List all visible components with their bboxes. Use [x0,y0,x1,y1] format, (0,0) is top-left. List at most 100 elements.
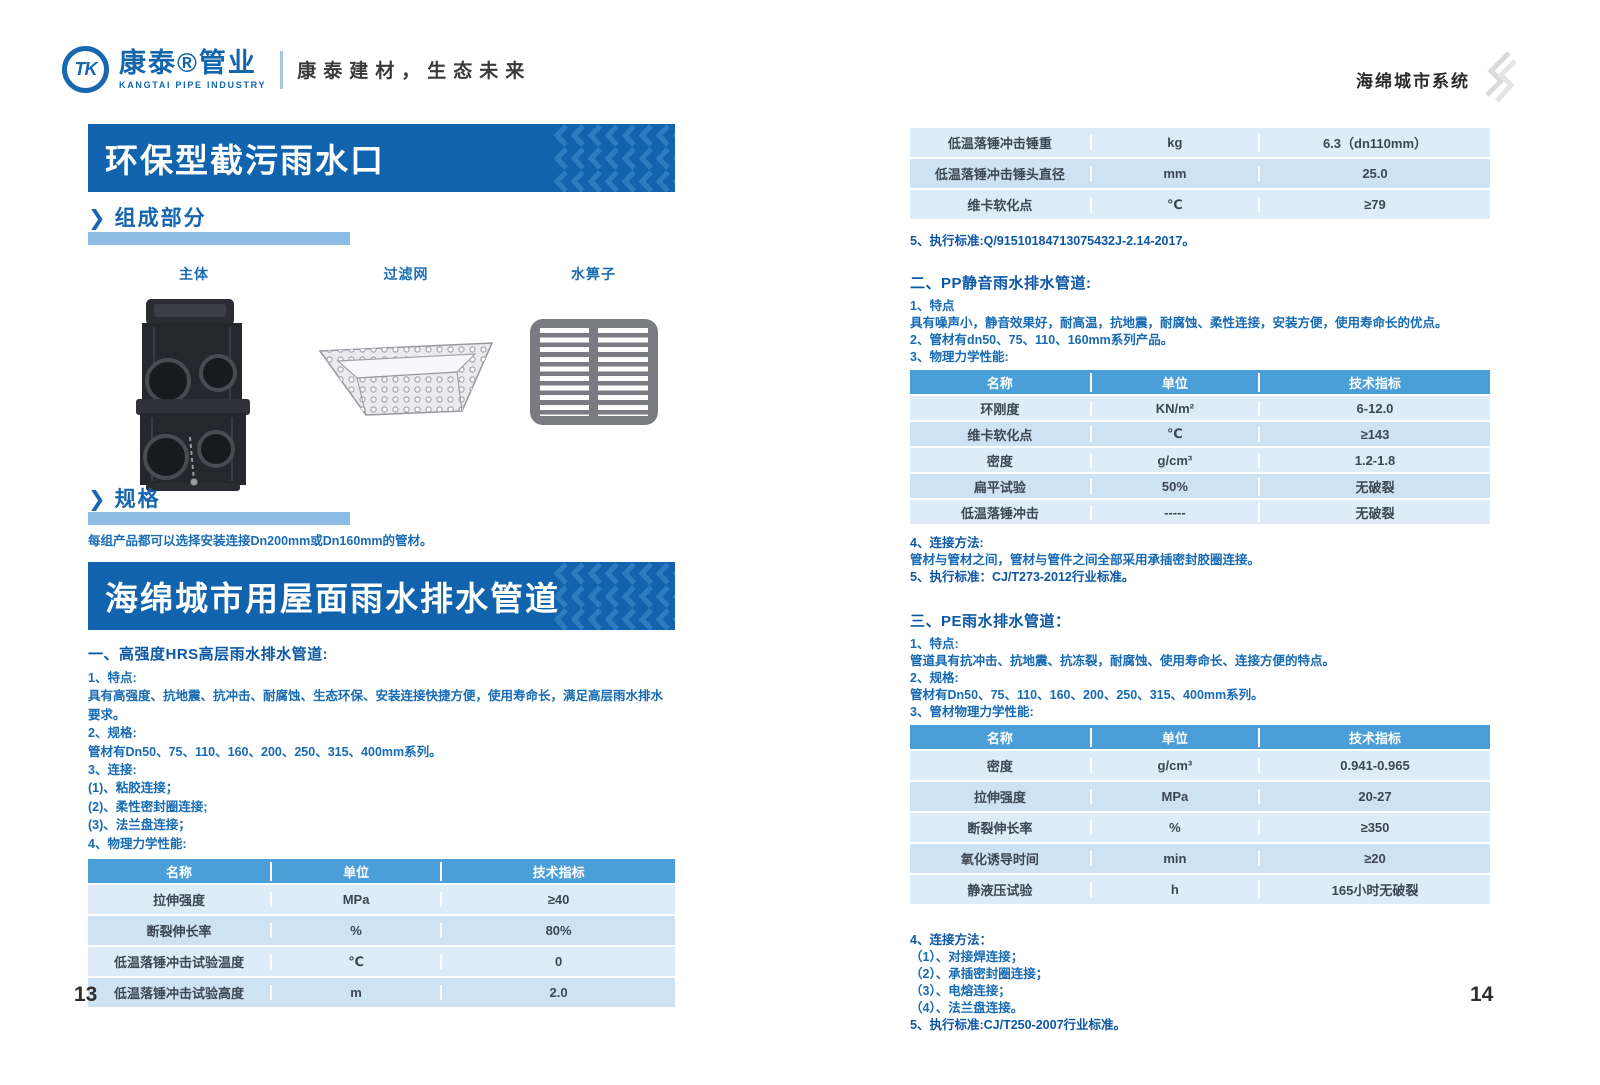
column-header: 单位 [1089,372,1258,392]
text-line: （1）、对接焊连接； [910,950,1024,964]
table-cell: 氧化诱导时间 [960,852,1039,867]
page-header-left: TK 康泰®管业 KANGTAI PIPE INDUSTRY 康泰建材，生态未来 [62,46,531,93]
table-cell: 无破裂 [1257,502,1490,522]
table-cell: ℃ [1089,426,1258,442]
text-line: 管材与管材之间，管材与管件之间全部采用承插密封胶圈连接。 [910,553,1261,567]
banner-title: 海绵城市用屋面雨水排水管道 [105,580,560,617]
heading-underline-bar [88,232,350,245]
table-cell: MPa [269,892,440,908]
table-header-row: 名称 单位 技术指标 [88,859,675,886]
component-label: 过滤网 [383,266,429,282]
table-cell: MPa [1089,789,1258,804]
section-text-lines: 4、连接方法: 管材与管材之间，管材与管件之间全部采用承插密封胶圈连接。 5、执行标… [910,535,1490,586]
table-row: 低温落锤冲击试验高度 m 2.0 [88,978,675,1010]
table-cell: 80% [440,923,675,939]
table-cell: 拉伸强度 [152,893,205,909]
text-line: 2、规格: [910,671,959,685]
text-line: 4、连接方法： [910,933,992,947]
table-cell: 低温落锤冲击锤头直径 [934,167,1065,182]
text-line: 3、管材物理力学性能: [910,705,1034,719]
text-line: 3、连接: [88,763,137,778]
heading-underline-bar [88,512,350,525]
table-row: 环刚度 KN/m² 6-12.0 [910,396,1490,422]
brand-tagline: 康泰建材，生态未来 [297,61,532,82]
table-cell: ≥20 [1257,851,1490,866]
table-cell: kg [1089,135,1258,150]
chevron-icon: ❯ [88,488,106,511]
text-line: 5、执行标准:CJ/T250-2007行业标准。 [910,1018,1127,1032]
component-label: 水箅子 [571,266,616,282]
pe-properties-table: 名称 单位 技术指标 密度 g/cm³ 0.941-0.965 拉伸强度 MPa 20-27 断裂… [910,725,1490,906]
table-cell: 165小时无破裂 [1257,880,1490,899]
section-title: 三、PE雨水排水管道： [910,613,1071,630]
table-cell: 2.0 [440,985,675,1001]
header-divider [280,50,284,89]
table-cell: 0 [440,954,675,970]
banner-sponge-city-pipes: 海绵城市用屋面雨水排水管道 [88,562,675,630]
text-line: 4、连接方法: [910,536,984,550]
table-cell: ≥79 [1257,197,1490,212]
section-text-lines: 1、特点 具有噪声小，静音效果好，耐高温，抗地震，耐腐蚀、柔性连接，安装方便，使用… [910,298,1490,366]
header-right-label: 海绵城市系统 [1356,71,1470,91]
table-row: 断裂伸长率% ≥350 [910,813,1490,844]
column-header: 名称 [165,864,192,880]
table-row: 拉伸强度 MPa 20-27 [910,782,1490,813]
table-cell: mm [1089,166,1258,181]
table-cell: 20-27 [1257,789,1490,804]
table-row: 断裂伸长率% 80% [88,916,675,948]
hrs-properties-table-continued: 低温落锤冲击锤重 kg 6.3（dn110mm） 低温落锤冲击锤头直径 mm 25.0 维卡… [910,128,1490,221]
page-number-right: 14 [1470,983,1494,1006]
table-cell: 6-12.0 [1257,400,1490,416]
table-row: 拉伸强度 MPa ≥40 [88,885,675,917]
standard-note: 5、执行标准:Q/91510184713075432J-2.14-2017。 [910,234,1195,248]
water-grate-image [529,319,658,425]
section-title: 一、高强度HRS高层雨水排水管道: [88,646,329,663]
column-header: 单位 [269,861,440,881]
component-filter-net: 过滤网 [300,264,512,493]
table-cell: g/cm³ [1089,758,1258,773]
table-cell: 维卡软化点 [967,198,1033,213]
column-header: 名称 [986,375,1013,391]
table-row: 低温落锤冲击锤头直径 mm 25.0 [910,159,1490,190]
right-page-column: 低温落锤冲击锤重 kg 6.3（dn110mm） 低温落锤冲击锤头直径 mm 25.0 维卡… [910,128,1490,1034]
table-cell: 1.2-1.8 [1257,452,1490,468]
table-cell: 低温落锤冲击试验温度 [113,955,244,971]
table-cell: % [1089,820,1258,835]
text-line: 1、特点 [910,299,955,313]
grate-slots-column [539,328,589,416]
section-text-lines: 1、特点: 具有高强度、抗地震、抗冲击、耐腐蚀、生态环保、安装连接快捷方便，使用寿… [88,669,675,853]
table-cell: 静液压试验 [967,883,1033,898]
table-cell: 扁平试验 [973,479,1026,495]
table-row: 密度 g/cm³ 1.2-1.8 [910,448,1490,474]
main-body-image [136,299,250,491]
grate-slots-column [598,328,648,416]
table-cell: ≥40 [440,892,675,908]
chevron-icon: ❯ [88,207,106,230]
text-line: 5、执行标准：CJ/T273-2012行业标准。 [910,570,1135,584]
table-cell: KN/m² [1089,400,1258,416]
table-cell: ℃ [1089,196,1258,213]
table-cell: 拉伸强度 [973,790,1026,805]
brand-name: 康泰®管业 [119,47,257,78]
table-cell: 密度 [986,453,1013,469]
table-cell: 25.0 [1257,166,1490,181]
components-heading: ❯ 组成部分 [88,202,207,232]
table-row: 氧化诱导时间 min ≥20 [910,844,1490,875]
text-line: (2)、柔性密封圈连接; [88,799,208,814]
chevron-pattern [553,562,675,630]
table-cell: 0.941-0.965 [1257,758,1490,773]
text-line: 具有高强度、抗地震、抗冲击、耐腐蚀、生态环保、安装连接快捷方便，使用寿命长，满足… [88,689,664,722]
column-header: 技术指标 [1257,727,1490,747]
filter-net-image [318,342,493,416]
text-line: 4、物理力学性能: [88,836,187,851]
table-row: 扁平试验 50% 无破裂 [910,474,1490,500]
table-cell: g/cm³ [1089,452,1258,468]
column-header: 单位 [1089,727,1258,747]
table-cell: ≥143 [1257,426,1490,442]
text-line: 管道具有抗冲击、抗地震、抗冻裂，耐腐蚀、使用寿命长、连接方便的特点。 [910,654,1336,668]
text-line: （4）、法兰盘连接。 [910,1001,1024,1015]
text-line: 3、物理力学性能: [910,350,1009,364]
table-cell: 密度 [986,759,1013,774]
section-text-lines: 1、特点: 管道具有抗冲击、抗地震、抗冻裂，耐腐蚀、使用寿命长、连接方便的特点。 2… [910,636,1490,721]
